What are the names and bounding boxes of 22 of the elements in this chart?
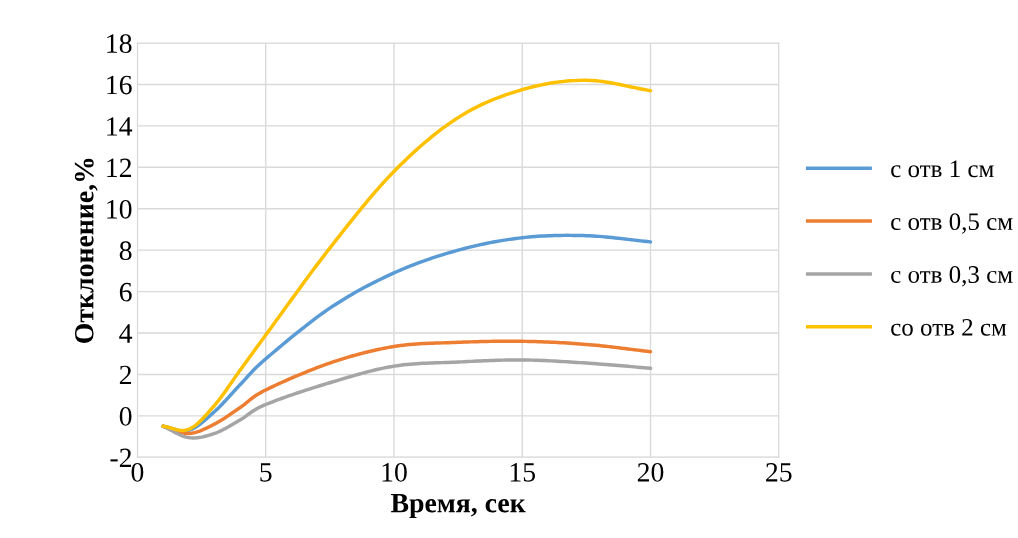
x-tick-label: 25 xyxy=(766,463,792,482)
legend-label: с отв 0,3 см xyxy=(891,266,1013,287)
x-tick-label: 20 xyxy=(637,462,664,482)
x-tick-label: 5 xyxy=(260,463,272,482)
x-tick-label: 10 xyxy=(382,462,407,482)
x-tick-label: 15 xyxy=(510,463,536,482)
y-tick-label: 8 xyxy=(119,241,132,261)
y-tick-label: 16 xyxy=(107,75,132,95)
y-tick-label: 2 xyxy=(119,365,132,385)
y-tick-label: 10 xyxy=(107,199,132,219)
y-axis-title: Отклонение,% xyxy=(74,158,98,343)
legend-label: с отв 0,5 см xyxy=(891,213,1013,234)
legend-label: с отв 1 см xyxy=(891,160,994,178)
x-axis-title: Время, сек xyxy=(390,493,526,519)
y-tick-label: 4 xyxy=(119,324,133,343)
y-tick-label: 12 xyxy=(107,158,132,177)
y-tick-label: 0 xyxy=(119,407,132,426)
y-tick-label: -2 xyxy=(110,448,132,467)
y-tick-label: 14 xyxy=(107,117,133,136)
y-tick-label: 18 xyxy=(107,34,132,53)
legend-label: со отв 2 см xyxy=(891,318,1007,336)
y-tick-label: 6 xyxy=(119,282,132,302)
